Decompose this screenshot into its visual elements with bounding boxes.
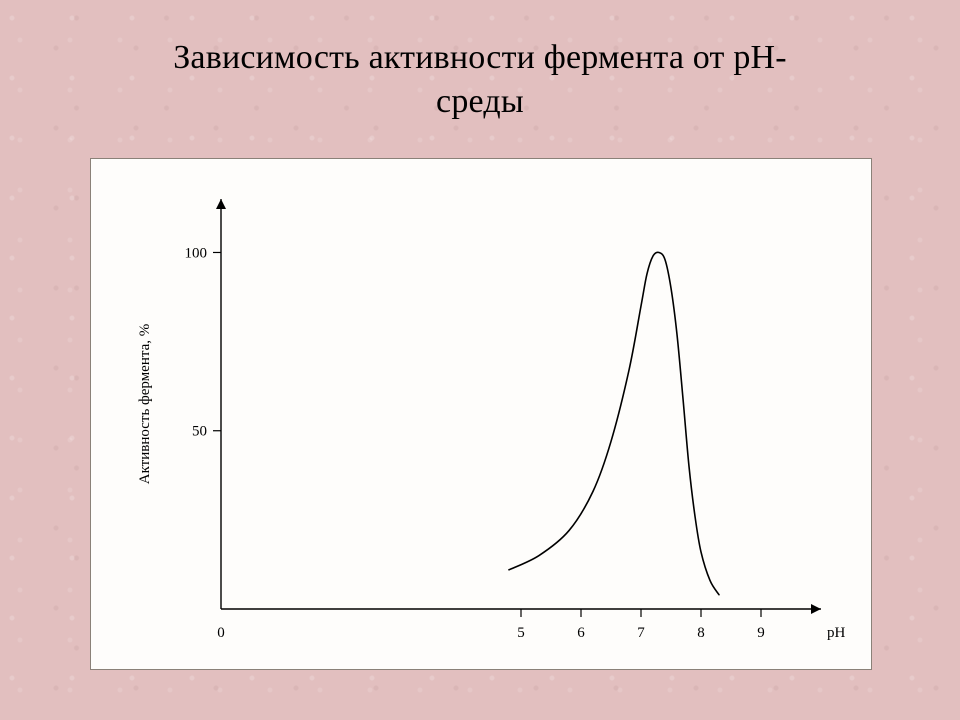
y-axis-arrow: [216, 199, 226, 209]
y-tick-label: 50: [192, 424, 207, 440]
x-tick-label: 5: [517, 625, 525, 641]
chart-container: 0 5 6 7 8 9 50 100 pH Активность фермента, %: [90, 158, 872, 670]
y-tick-label: 100: [185, 245, 208, 261]
x-axis-arrow: [811, 604, 821, 614]
title-line-2: среды: [436, 83, 524, 120]
x-tick-label: 6: [577, 625, 585, 641]
x-tick-label: 0: [217, 625, 225, 641]
x-axis-label: pH: [827, 625, 846, 641]
title-line-1: Зависимость активности фермента от рН-: [173, 39, 787, 76]
activity-curve: [509, 252, 719, 594]
x-tick-label: 8: [697, 625, 705, 641]
x-tick-label: 9: [757, 625, 765, 641]
x-tick-label: 7: [637, 625, 645, 641]
slide-title: Зависимость активности фермента от рН- с…: [0, 36, 960, 124]
chart-svg: 0 5 6 7 8 9 50 100 pH Активность фермента, %: [91, 159, 871, 669]
y-axis-label: Активность фермента, %: [137, 324, 153, 485]
